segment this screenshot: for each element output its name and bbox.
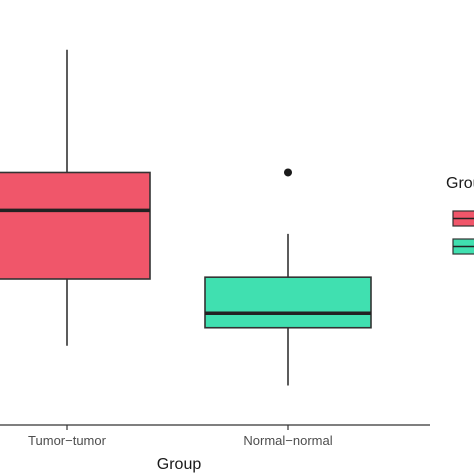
x-tick-label-1: Tumor−tumor bbox=[28, 433, 107, 448]
series-2-box bbox=[204, 276, 372, 329]
x-axis-title: Group bbox=[157, 456, 202, 473]
series-2-outlier-1 bbox=[284, 168, 292, 177]
legend: Group bbox=[446, 175, 474, 259]
legend-title: Group bbox=[446, 175, 474, 192]
x-axis-ticks: Tumor−tumor Normal−normal bbox=[28, 425, 333, 448]
series-1-box bbox=[0, 171, 151, 280]
x-tick-label-2: Normal−normal bbox=[243, 433, 332, 448]
plot-area bbox=[0, 49, 372, 386]
